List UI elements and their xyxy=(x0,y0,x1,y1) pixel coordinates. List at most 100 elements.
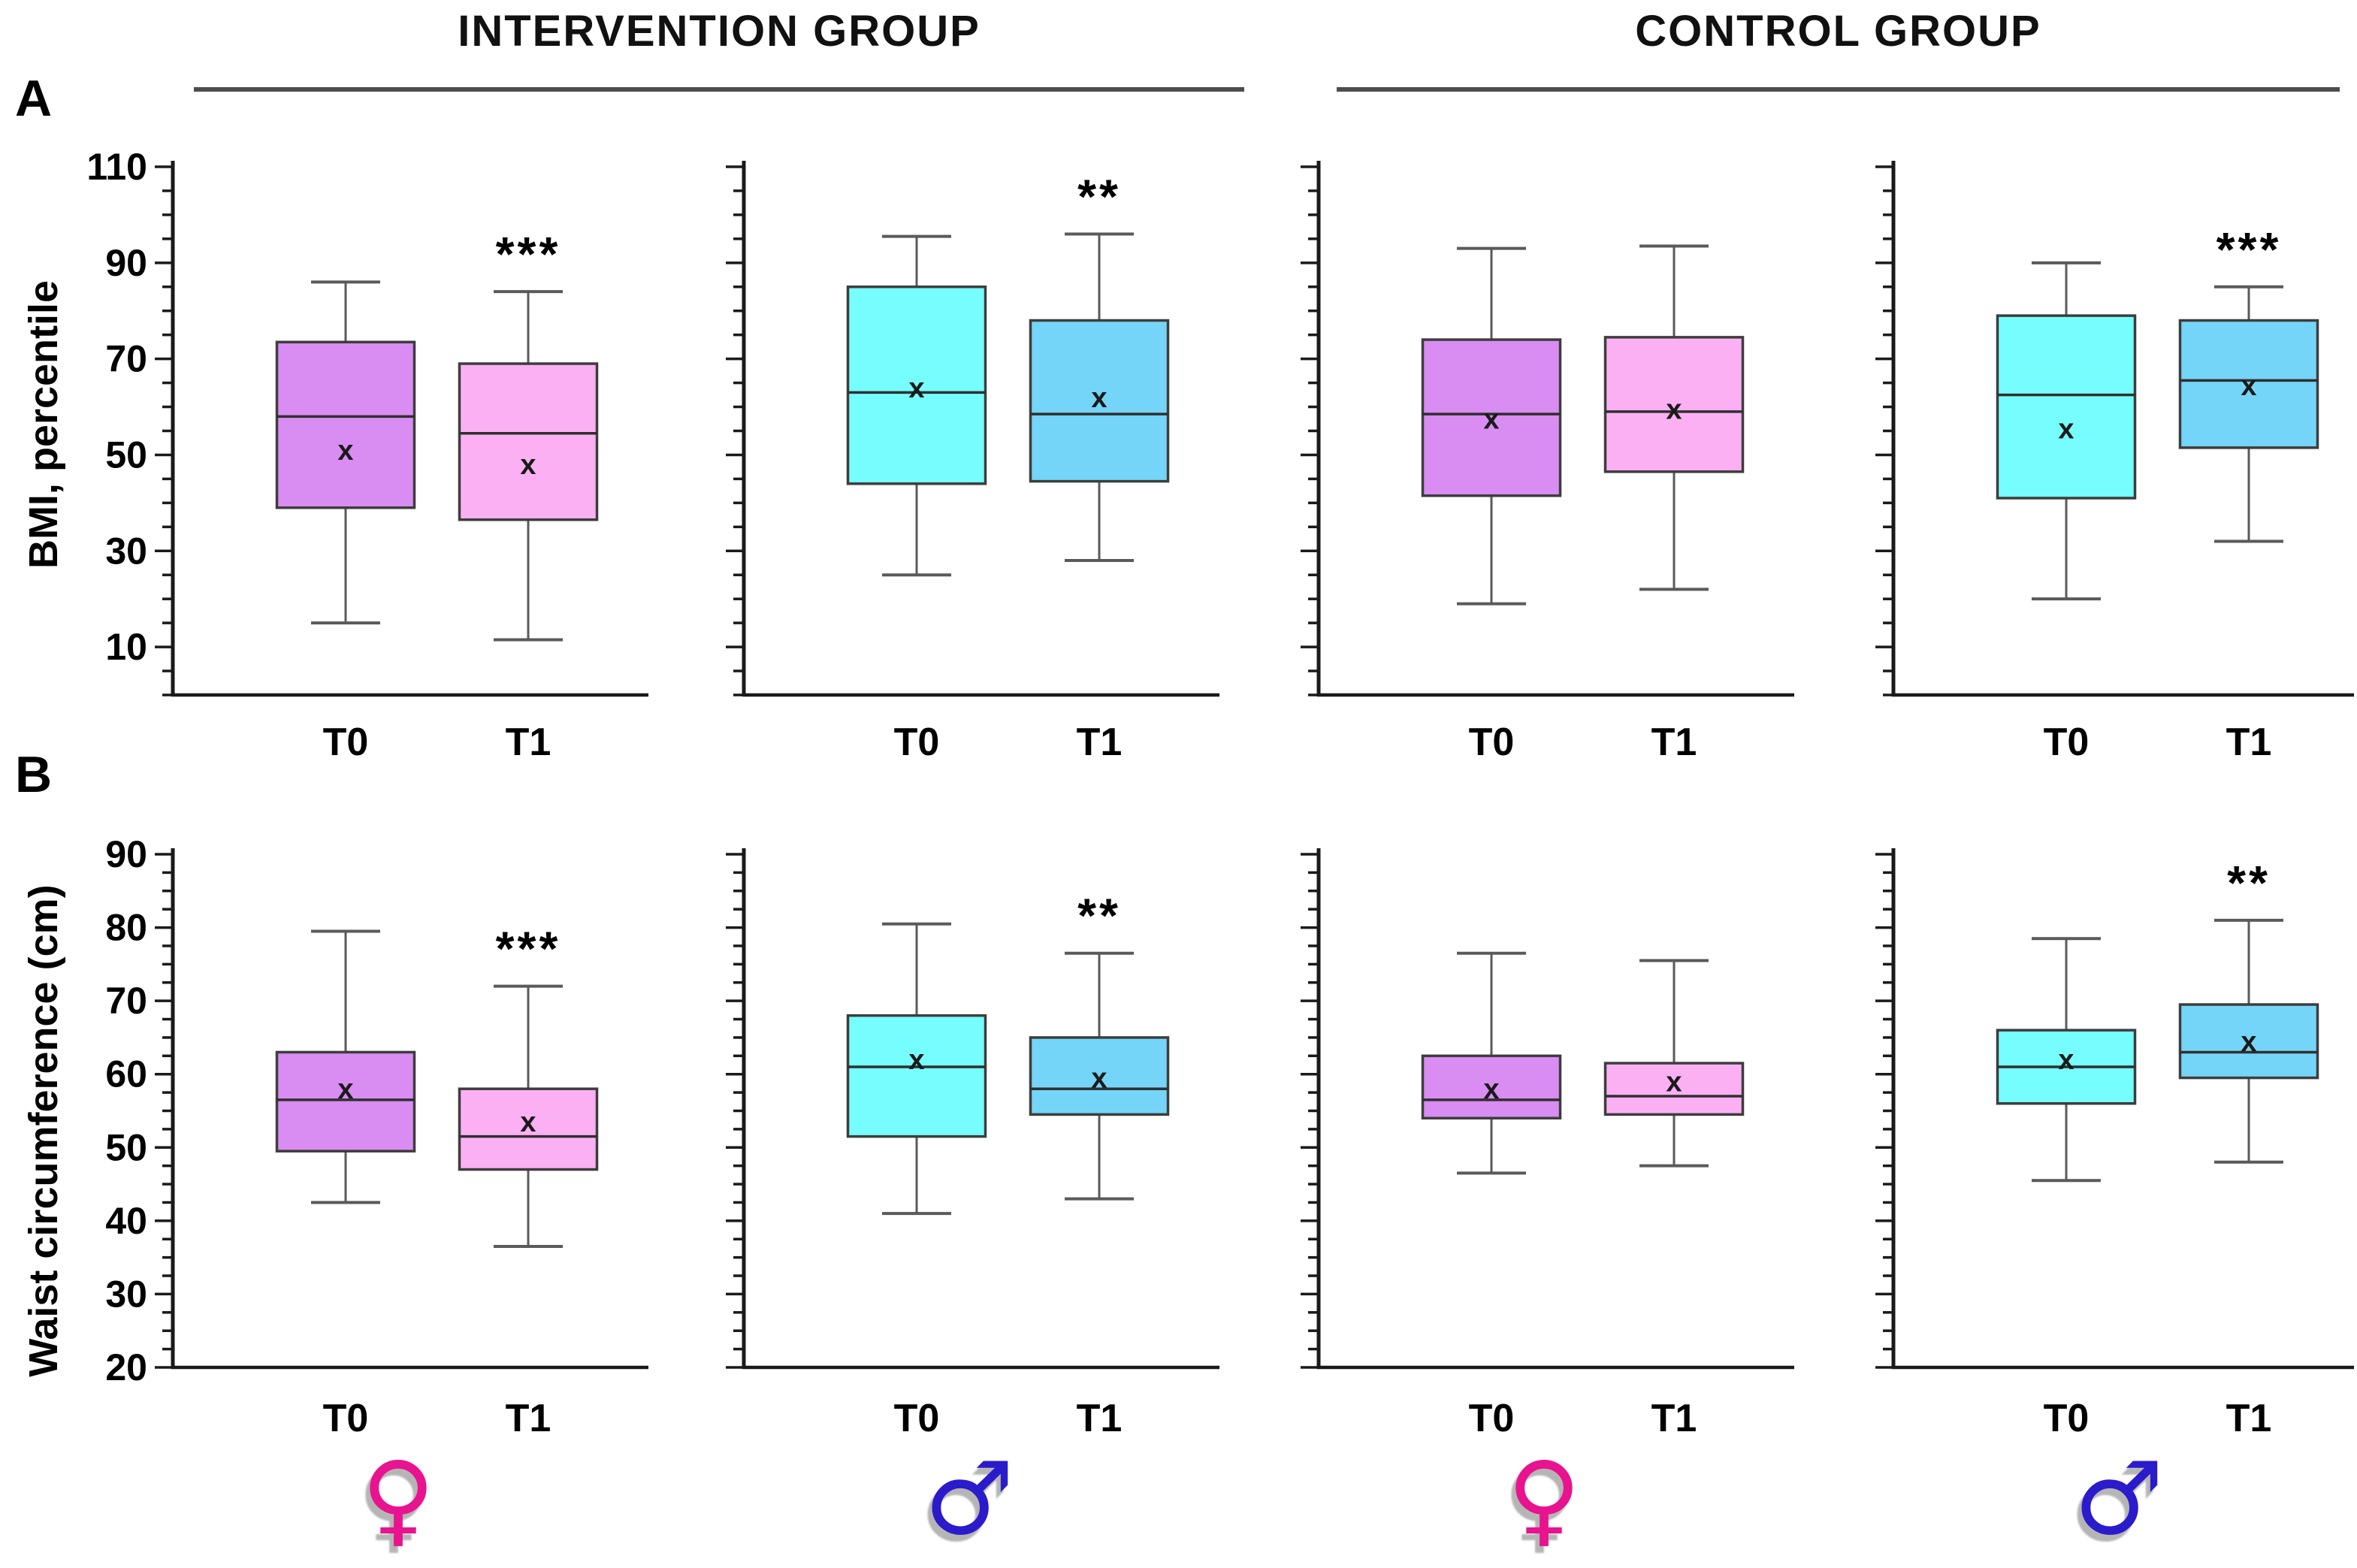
control-group-header-text: CONTROL GROUP xyxy=(1635,7,2041,56)
x-category-label: T1 xyxy=(2226,721,2272,764)
x-category-label: T0 xyxy=(323,1397,369,1440)
x-category-label: T0 xyxy=(894,721,940,764)
x-category-label: T0 xyxy=(2044,1397,2090,1440)
boxplot-svg-waist-control-male: x T0 x ** T1 xyxy=(1875,848,2354,1440)
boxplot-bmi-control-male: x T0 x *** T1 xyxy=(1826,143,2355,794)
significance-stars: ** xyxy=(2227,856,2271,910)
mean-marker: x xyxy=(2241,1026,2256,1058)
y-tick-label: 50 xyxy=(105,434,147,476)
iqr-box xyxy=(2178,1003,2319,1080)
iqr-box xyxy=(275,340,416,509)
control-group-header: CONTROL GROUP xyxy=(1337,6,2340,92)
x-category-label: T0 xyxy=(1469,1397,1515,1440)
x-category-label: T0 xyxy=(2044,721,2090,764)
boxplot-waist-control-male: x T0 x ** T1 xyxy=(1826,796,2355,1480)
mean-marker: x xyxy=(337,1074,353,1105)
x-category-label: T1 xyxy=(1651,721,1697,764)
significance-stars: *** xyxy=(496,227,561,281)
x-category-label: T1 xyxy=(2226,1397,2272,1440)
mean-marker: x xyxy=(908,1044,924,1076)
boxplot-bmi-intervention-female: 10 30 50 70 90 110 x T0 x *** T1 xyxy=(15,143,650,794)
iqr-box xyxy=(846,286,987,485)
boxplot-waist-control-female: x T0 x T1 xyxy=(1251,796,1796,1480)
box-group-t1: x *** T1 xyxy=(2178,222,2319,764)
iqr-box xyxy=(1421,1054,1562,1120)
box-group-t1: x ** T1 xyxy=(1029,169,1170,764)
mean-marker: x xyxy=(1483,1074,1499,1105)
mean-marker: x xyxy=(520,1107,536,1138)
iqr-box xyxy=(1029,1036,1170,1116)
intervention-group-header-text: INTERVENTION GROUP xyxy=(458,7,981,56)
iqr-box xyxy=(1421,338,1562,497)
mean-marker: x xyxy=(337,435,353,467)
box-group-t1: x ** T1 xyxy=(2178,856,2319,1440)
x-category-label: T0 xyxy=(894,1397,940,1440)
box-group-t0: x T0 xyxy=(275,280,416,764)
box-group-t1: x T1 xyxy=(1603,244,1745,764)
x-category-label: T1 xyxy=(1077,721,1123,764)
x-category-label: T1 xyxy=(1077,1397,1123,1440)
mean-marker: x xyxy=(908,373,924,404)
box-group-t1: x ** T1 xyxy=(1029,889,1170,1440)
iqr-box xyxy=(1029,319,1170,483)
box-group-t1: x *** T1 xyxy=(458,227,599,764)
box-group-t0: x T0 xyxy=(846,922,987,1440)
boxplot-waist-intervention-male: x T0 x ** T1 xyxy=(676,796,1221,1480)
y-tick-label: 70 xyxy=(105,980,147,1022)
box-group-t0: x T0 xyxy=(275,929,416,1440)
y-tick-label: 40 xyxy=(105,1200,147,1242)
box-group-t1: x *** T1 xyxy=(458,922,599,1440)
significance-stars: ** xyxy=(1077,889,1121,943)
mean-marker: x xyxy=(1666,394,1682,426)
x-category-label: T1 xyxy=(506,1397,551,1440)
mean-marker: x xyxy=(1091,382,1107,414)
iqr-box xyxy=(458,362,599,521)
x-category-label: T1 xyxy=(506,721,551,764)
boxplot-bmi-intervention-male: x T0 x ** T1 xyxy=(676,143,1221,794)
x-category-label: T0 xyxy=(1469,721,1515,764)
y-tick-label: 70 xyxy=(105,338,147,380)
y-tick-label: 90 xyxy=(105,833,147,875)
female-symbol: ♀ xyxy=(1506,1440,1582,1557)
y-tick-label: 90 xyxy=(105,242,147,284)
iqr-box xyxy=(458,1087,599,1171)
y-tick-label: 10 xyxy=(105,626,147,668)
mean-marker: x xyxy=(1483,404,1499,436)
x-category-label: T1 xyxy=(1651,1397,1697,1440)
box-group-t1: x T1 xyxy=(1603,959,1745,1440)
box-group-t0: x T0 xyxy=(1421,246,1562,764)
iqr-box xyxy=(1603,1062,1745,1116)
y-tick-label: 20 xyxy=(105,1346,147,1388)
y-tick-label: 60 xyxy=(105,1053,147,1095)
boxplot-svg-bmi-intervention-male: x T0 x ** T1 xyxy=(726,161,1219,764)
box-group-t0: x T0 xyxy=(1996,937,2137,1440)
y-tick-label: 80 xyxy=(105,907,147,949)
box-group-t0: x T0 xyxy=(1996,261,2137,764)
intervention-group-header: INTERVENTION GROUP xyxy=(194,6,1244,92)
boxplot-bmi-control-female: x T0 x T1 xyxy=(1251,143,1796,794)
boxplot-svg-waist-intervention-male: x T0 x ** T1 xyxy=(726,848,1219,1440)
mean-marker: x xyxy=(2241,370,2256,402)
panel-b-label: B xyxy=(15,746,53,803)
box-group-t0: x T0 xyxy=(1421,951,1562,1440)
mean-marker: x xyxy=(1666,1066,1682,1098)
iqr-box xyxy=(275,1050,416,1153)
y-tick-label: 30 xyxy=(105,1273,147,1315)
boxplot-waist-intervention-female: 20 30 40 50 60 70 80 90 x T0 x *** T1 xyxy=(15,796,650,1480)
significance-stars: *** xyxy=(496,922,561,976)
boxplot-svg-waist-intervention-female: 20 30 40 50 60 70 80 90 x T0 x *** T1 xyxy=(105,833,648,1440)
male-symbol: ♂ xyxy=(2073,1440,2165,1557)
mean-marker: x xyxy=(2058,413,2074,445)
significance-stars: ** xyxy=(1077,169,1121,223)
iqr-box xyxy=(2178,319,2319,449)
y-tick-label: 50 xyxy=(105,1126,147,1168)
mean-marker: x xyxy=(520,449,536,481)
iqr-box xyxy=(846,1014,987,1138)
mean-marker: x xyxy=(2058,1044,2074,1076)
boxplot-svg-bmi-control-male: x T0 x *** T1 xyxy=(1875,161,2354,764)
boxplot-svg-waist-control-female: x T0 x T1 xyxy=(1301,848,1794,1440)
male-symbol: ♂ xyxy=(923,1440,1015,1557)
box-group-t0: x T0 xyxy=(846,234,987,764)
y-tick-label: 30 xyxy=(105,530,147,572)
